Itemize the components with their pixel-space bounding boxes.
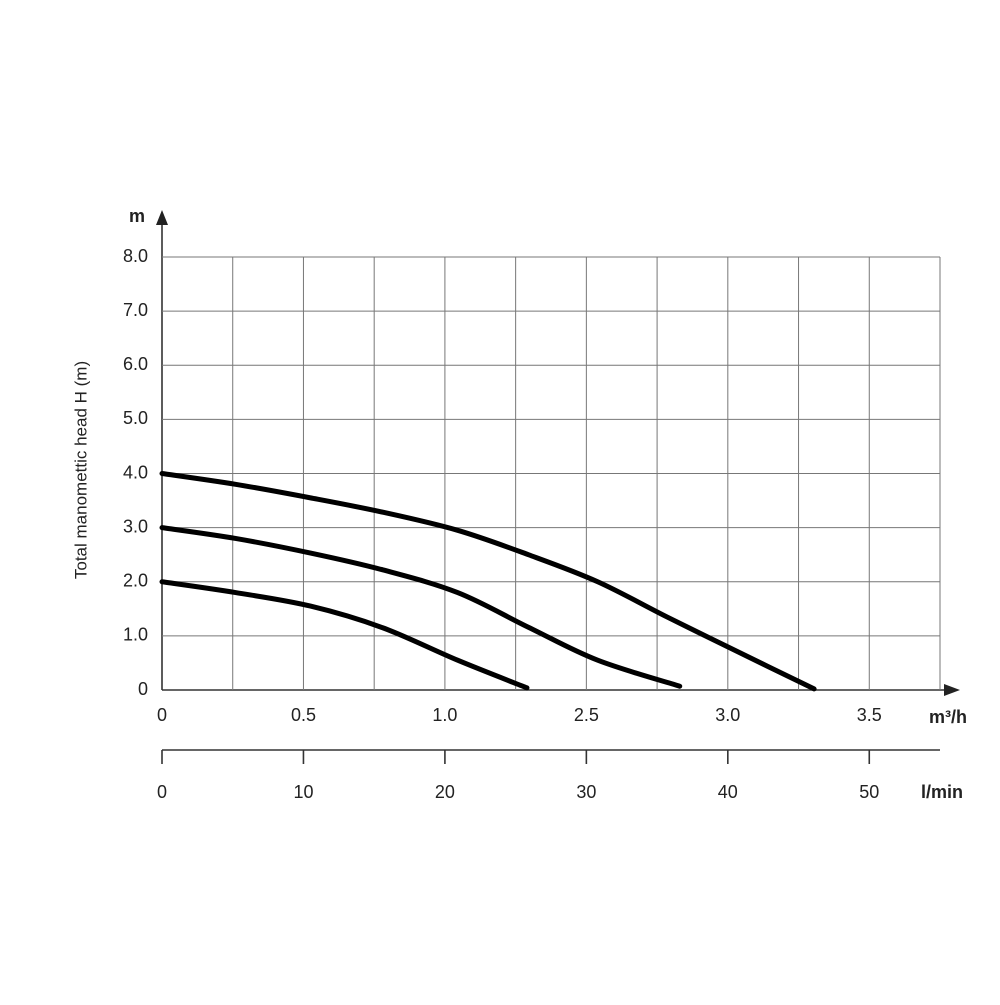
- x-tick-label: 30: [576, 782, 596, 802]
- x2-tick-label: 1.0: [432, 705, 457, 725]
- x-tick-label: 40: [718, 782, 738, 802]
- x-tick-label: 0: [157, 782, 167, 802]
- y-axis-arrow: [156, 210, 168, 225]
- y-tick-label: 1.0: [123, 625, 148, 645]
- x-unit: l/min: [921, 782, 963, 802]
- y-tick-label: 7.0: [123, 300, 148, 320]
- y-tick-label: 2.0: [123, 571, 148, 591]
- x-tick-label: 50: [859, 782, 879, 802]
- x-tick-label: 20: [435, 782, 455, 802]
- x2-tick-label: 0: [157, 705, 167, 725]
- pump-curve: [159, 471, 817, 692]
- y-tick-label: 0: [138, 679, 148, 699]
- x2-tick-label: 3.0: [715, 705, 740, 725]
- y-tick-label: 4.0: [123, 462, 148, 482]
- x2-unit: m³/h: [929, 707, 967, 727]
- pump-curve: [159, 525, 683, 689]
- y-tick-label: 6.0: [123, 354, 148, 374]
- y-tick-label: 3.0: [123, 516, 148, 536]
- x-tick-label: 10: [293, 782, 313, 802]
- x2-tick-label: 3.5: [857, 705, 882, 725]
- x-axis-arrow: [944, 684, 960, 696]
- y-tick-label: 5.0: [123, 408, 148, 428]
- x2-tick-label: 2.5: [574, 705, 599, 725]
- y-tick-label: 8.0: [123, 246, 148, 266]
- y-unit: m: [129, 206, 145, 226]
- pump-curve: [159, 579, 530, 691]
- x2-tick-label: 0.5: [291, 705, 316, 725]
- y-axis-title: Total manomettic head H (m): [71, 361, 90, 579]
